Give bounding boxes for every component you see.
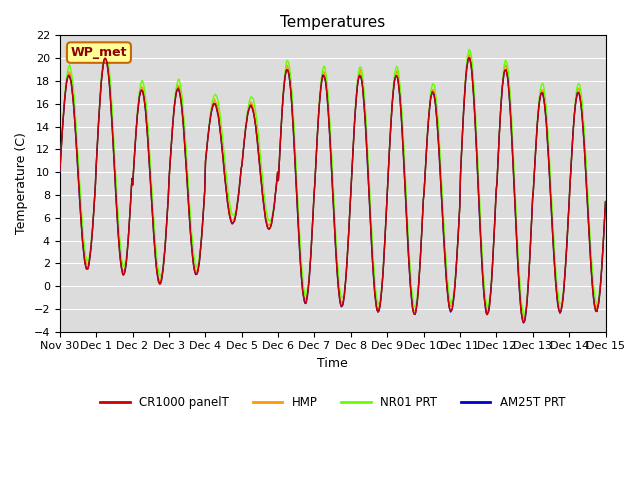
Y-axis label: Temperature (C): Temperature (C)	[15, 132, 28, 234]
X-axis label: Time: Time	[317, 357, 348, 370]
Legend: CR1000 panelT, HMP, NR01 PRT, AM25T PRT: CR1000 panelT, HMP, NR01 PRT, AM25T PRT	[95, 391, 570, 413]
Title: Temperatures: Temperatures	[280, 15, 385, 30]
Text: WP_met: WP_met	[70, 46, 127, 59]
